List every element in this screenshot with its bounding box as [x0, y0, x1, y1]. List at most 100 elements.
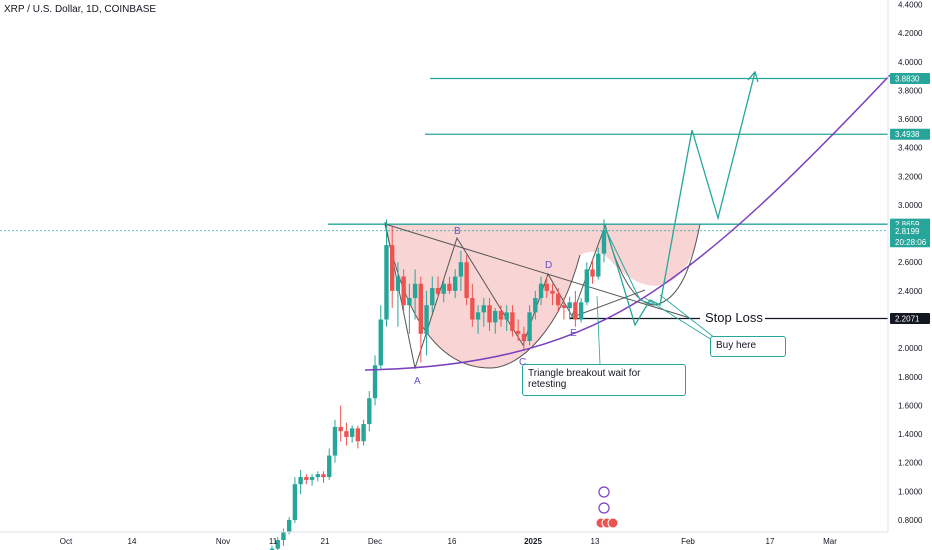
candle-body — [441, 283, 446, 294]
candle — [498, 305, 504, 327]
x-tick-label: 2025 — [524, 537, 542, 546]
candle-body — [401, 276, 406, 306]
candle-body — [550, 290, 555, 294]
candle-body — [578, 302, 584, 320]
pattern-point-d: D — [545, 260, 552, 271]
candle — [298, 469, 303, 495]
candle-body — [544, 283, 549, 291]
triangle-breakout-note: Triangle breakout wait for retesting — [522, 364, 686, 396]
price-tag-bg — [890, 225, 930, 248]
price-tag-value: 3.4938 — [895, 130, 920, 139]
y-tick-label: 0.8000 — [898, 516, 923, 525]
candle — [435, 276, 441, 299]
candle-body — [321, 474, 326, 478]
candle — [533, 290, 538, 320]
candle — [275, 537, 280, 550]
candle — [567, 296, 572, 320]
y-tick-label: 1.2000 — [898, 459, 923, 468]
projection-path — [604, 71, 756, 327]
candle — [344, 422, 349, 446]
candle — [384, 219, 389, 327]
candle-body — [384, 245, 389, 320]
candle-body — [533, 298, 538, 313]
buy-note-connector — [659, 294, 716, 339]
price-tag-value: 3.8830 — [895, 75, 920, 84]
y-tick-label: 3.8000 — [898, 86, 923, 95]
candle — [590, 259, 595, 284]
candle — [510, 305, 515, 337]
candle — [327, 448, 332, 480]
candle — [372, 355, 378, 406]
pattern-point-a: A — [414, 376, 421, 387]
y-tick-label: 1.0000 — [898, 487, 923, 496]
candle — [361, 419, 366, 446]
candle-body — [601, 230, 607, 254]
candle-body — [464, 262, 469, 299]
candle-body — [367, 398, 372, 425]
candle-body — [538, 283, 544, 299]
x-tick-label: Mar — [823, 537, 837, 546]
retest-path — [604, 227, 656, 306]
candle-body — [412, 283, 418, 299]
candle — [315, 471, 320, 482]
x-tick-label: 16 — [448, 537, 457, 546]
candle-body — [355, 428, 361, 442]
candle-body — [515, 330, 521, 334]
candle — [378, 305, 383, 370]
candle-body — [470, 298, 475, 320]
candle — [401, 269, 406, 313]
candle — [338, 405, 343, 442]
price-label-tag: 3.4938 — [890, 128, 930, 140]
candle-body — [452, 276, 458, 291]
candle — [430, 276, 435, 313]
candle-body — [475, 312, 481, 320]
candle-body — [395, 276, 401, 291]
triangle-upper-line — [384, 223, 691, 319]
candle-body — [584, 269, 590, 303]
candle-body — [487, 305, 492, 323]
y-tick-label: 3.0000 — [898, 201, 923, 210]
candle — [556, 288, 561, 313]
event-flag-icon — [607, 517, 619, 529]
x-tick-label: Feb — [681, 537, 695, 546]
x-tick-label: 11 — [269, 537, 278, 546]
candle — [596, 247, 601, 280]
candle — [452, 269, 458, 299]
candle-body — [510, 312, 515, 331]
candle-body — [424, 305, 429, 334]
projection-arrow-head — [747, 70, 759, 83]
candle-body — [304, 477, 309, 480]
candle-body — [504, 312, 509, 320]
candle — [418, 276, 424, 363]
candle-body — [292, 484, 298, 520]
buy-note-connector-2 — [644, 297, 713, 341]
candle — [538, 276, 544, 306]
candle-body — [327, 455, 332, 478]
y-tick-label: 1.6000 — [898, 401, 923, 410]
candle-body — [435, 288, 441, 294]
y-tick-label: 1.8000 — [898, 373, 923, 382]
candle — [487, 298, 492, 331]
pattern-point-e: E — [570, 328, 577, 339]
candle-body — [275, 540, 280, 549]
candle-body — [493, 310, 498, 323]
candle — [355, 425, 361, 449]
candle-body — [521, 333, 527, 341]
x-tick-label: 14 — [128, 537, 137, 546]
candle — [390, 226, 395, 309]
price-tag-bg — [890, 128, 930, 140]
x-tick-label: Dec — [368, 537, 382, 546]
candle-body — [344, 431, 349, 437]
price-tag-bg — [890, 313, 930, 325]
candle-body — [281, 531, 286, 541]
candle — [269, 545, 275, 550]
price-label-tag: 2.2071 — [890, 313, 930, 325]
price-label-tag: 3.8830 — [890, 73, 930, 85]
candle — [321, 471, 326, 483]
buy-here-note: Buy here — [710, 336, 786, 357]
candle-body — [361, 424, 366, 442]
candle — [447, 276, 452, 294]
candle-body — [447, 283, 452, 291]
triangle-note-connector — [596, 295, 601, 365]
